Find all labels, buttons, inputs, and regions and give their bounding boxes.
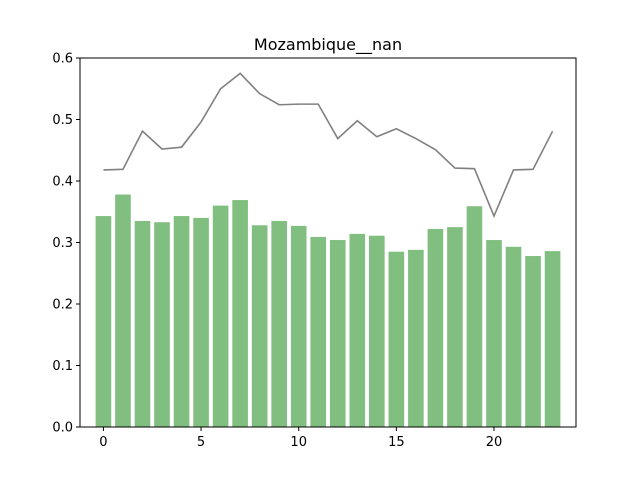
bar [290, 225, 307, 427]
bar [173, 216, 190, 427]
bar [408, 249, 424, 427]
y-tick-label: 0.4 [52, 175, 73, 190]
bar [388, 251, 405, 427]
bar [505, 246, 522, 427]
x-tick-label: 20 [486, 435, 503, 450]
bar [486, 240, 502, 427]
bar [232, 200, 248, 427]
bar [525, 256, 541, 427]
y-tick-label: 0.5 [52, 113, 73, 128]
y-axis-ticks: 0.0 0.1 0.2 0.3 0.4 0.5 0.6 [52, 52, 80, 436]
y-tick-label: 0.3 [52, 236, 73, 251]
series-line [103, 72, 554, 219]
bar [466, 206, 483, 427]
bar [310, 236, 327, 427]
bar [134, 220, 151, 427]
x-tick-label: 15 [388, 435, 405, 450]
y-tick-label: 0.2 [52, 298, 73, 313]
bar [329, 240, 346, 427]
plot-frame [79, 57, 577, 428]
bar [369, 235, 385, 427]
bar [427, 228, 444, 427]
bar-series [95, 194, 561, 427]
bar [193, 217, 209, 427]
x-tick-label: 0 [99, 435, 107, 450]
x-axis-ticks: 0 5 10 15 20 [99, 427, 502, 450]
bar [251, 225, 268, 427]
bar [154, 222, 170, 427]
line-series [103, 72, 554, 219]
bar [544, 251, 561, 427]
bar [212, 205, 229, 427]
bar [115, 194, 131, 427]
bar [349, 233, 366, 427]
y-tick-label: 0.6 [52, 52, 73, 67]
bar [447, 227, 463, 427]
bar [95, 216, 112, 427]
y-tick-label: 0.0 [52, 421, 73, 436]
chart-title: Mozambique__nan [254, 35, 402, 55]
x-tick-label: 5 [197, 435, 205, 450]
y-tick-label: 0.1 [52, 359, 73, 374]
bar [271, 220, 287, 427]
x-tick-label: 10 [290, 435, 307, 450]
